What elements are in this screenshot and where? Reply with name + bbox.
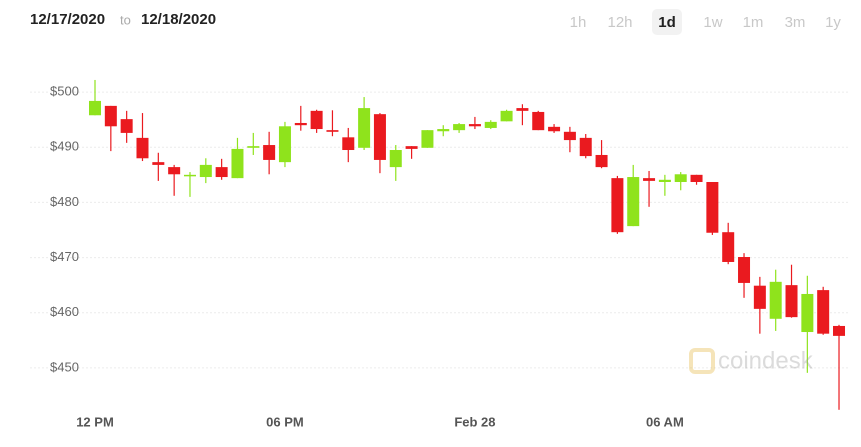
candle-body bbox=[643, 178, 656, 181]
x-tick-label: 12 PM bbox=[76, 414, 114, 429]
candle-body bbox=[89, 100, 101, 116]
candle-body bbox=[785, 285, 798, 318]
range-button[interactable]: 1d bbox=[658, 14, 676, 31]
range-button[interactable]: 1w bbox=[703, 14, 722, 31]
y-tick-label: $500 bbox=[50, 84, 79, 99]
range-button[interactable]: 1h bbox=[570, 14, 587, 31]
candle-body bbox=[389, 150, 402, 168]
candle-body bbox=[801, 293, 814, 333]
candle-body bbox=[104, 105, 117, 127]
date-separator: to bbox=[120, 12, 131, 27]
candle-body bbox=[706, 181, 719, 233]
candle-body bbox=[500, 110, 513, 122]
candle-body bbox=[437, 129, 450, 132]
candle-body bbox=[627, 177, 640, 227]
candle-body bbox=[579, 137, 592, 157]
range-button[interactable]: 1m bbox=[743, 14, 764, 31]
y-tick-label: $470 bbox=[50, 249, 79, 264]
candle-body bbox=[484, 121, 497, 128]
candle-body bbox=[231, 148, 244, 179]
candle-body bbox=[263, 145, 276, 160]
candle-body bbox=[152, 162, 165, 165]
candle-body bbox=[658, 179, 671, 182]
watermark-text: coindesk bbox=[718, 347, 814, 374]
candle-body bbox=[405, 146, 418, 149]
candle-body bbox=[753, 285, 766, 309]
candle-body bbox=[722, 232, 735, 262]
candle-body bbox=[310, 110, 323, 130]
candle-body bbox=[136, 137, 149, 159]
x-tick-label: Feb 28 bbox=[454, 414, 495, 429]
candle-body bbox=[326, 130, 339, 132]
candle-body bbox=[548, 126, 561, 132]
candle-body bbox=[120, 119, 133, 133]
candle-body bbox=[358, 108, 371, 148]
candle-body bbox=[199, 164, 212, 178]
candle-body bbox=[342, 137, 355, 151]
candle-body bbox=[468, 124, 481, 127]
y-tick-label: $490 bbox=[50, 139, 79, 154]
range-button[interactable]: 1y bbox=[825, 14, 841, 31]
y-tick-label: $460 bbox=[50, 304, 79, 319]
range-button[interactable]: 3m bbox=[785, 14, 806, 31]
range-selected-bg bbox=[652, 9, 682, 35]
candle-body bbox=[168, 167, 181, 175]
candle-body bbox=[674, 174, 687, 182]
candle-body bbox=[833, 325, 846, 336]
candle-body bbox=[215, 167, 228, 178]
candle-body bbox=[563, 131, 576, 141]
candle-body bbox=[453, 124, 466, 131]
candle-body bbox=[532, 111, 545, 131]
candle-body bbox=[421, 130, 434, 148]
date-from[interactable]: 12/17/2020 bbox=[30, 11, 105, 28]
x-tick-label: 06 PM bbox=[266, 414, 304, 429]
candle-body bbox=[769, 281, 782, 319]
candle-body bbox=[516, 108, 529, 111]
watermark-logo bbox=[689, 348, 715, 374]
candle-body bbox=[611, 178, 624, 233]
range-button[interactable]: 12h bbox=[607, 14, 632, 31]
y-tick-label: $450 bbox=[50, 359, 79, 374]
candle-body bbox=[690, 174, 703, 182]
candle-body bbox=[738, 257, 751, 283]
date-to[interactable]: 12/18/2020 bbox=[141, 11, 216, 28]
y-tick-label: $480 bbox=[50, 194, 79, 209]
watermark: coindesk bbox=[689, 347, 814, 374]
candle-body bbox=[595, 154, 608, 168]
candle-body bbox=[183, 174, 196, 177]
candle-body bbox=[294, 122, 307, 126]
candle-body bbox=[278, 126, 291, 163]
candle-body bbox=[373, 114, 386, 160]
candle-body bbox=[247, 146, 260, 148]
candle-body bbox=[817, 290, 830, 334]
x-tick-label: 06 AM bbox=[646, 414, 684, 429]
